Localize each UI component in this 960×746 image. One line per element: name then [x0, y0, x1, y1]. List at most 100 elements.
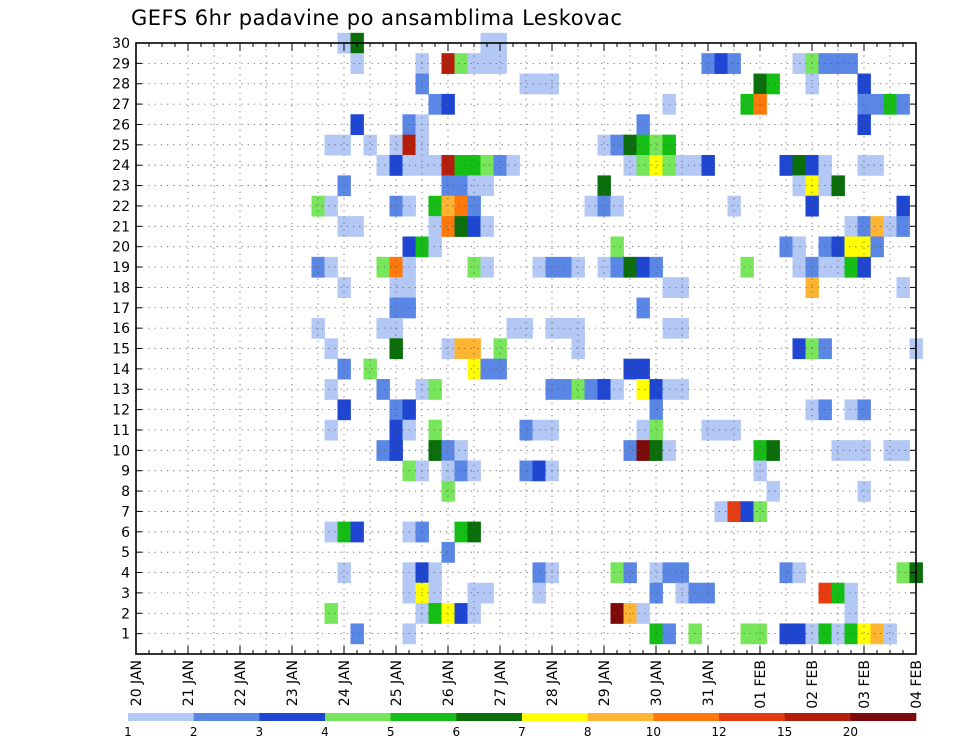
heatmap-cell: [779, 236, 793, 258]
heatmap-cell: [792, 155, 806, 176]
heatmap-cell: [441, 93, 455, 115]
heatmap-cell: [636, 297, 650, 319]
heatmap-cell: [623, 155, 637, 176]
heatmap-cell: [467, 582, 481, 604]
heatmap-cell: [857, 440, 871, 461]
heatmap-cell: [441, 338, 455, 360]
heatmap-cell: [831, 53, 845, 74]
heatmap-cell: [480, 216, 494, 237]
heatmap-cell: [701, 155, 715, 176]
heatmap-cell: [441, 480, 455, 502]
heatmap-cell: [766, 73, 780, 95]
heatmap-cell: [584, 195, 598, 217]
heatmap-cell: [324, 134, 338, 156]
y-tick-label: 23: [112, 179, 130, 195]
heatmap-cell: [324, 195, 338, 217]
heatmap-cell: [740, 93, 754, 115]
colorbar-label: 15: [777, 725, 792, 739]
heatmap-cell: [753, 440, 767, 461]
colorbar-label: 20: [843, 725, 858, 739]
heatmap-cell: [727, 53, 741, 74]
heatmap-cell: [558, 256, 572, 278]
heatmap-cell: [844, 399, 858, 421]
heatmap-cell: [623, 440, 637, 461]
heatmap-cell: [649, 562, 663, 584]
x-tick-label: 02 FEB: [805, 660, 821, 709]
y-tick-label: 18: [112, 280, 130, 296]
heatmap-cell: [584, 379, 598, 400]
heatmap-cell: [610, 562, 624, 584]
heatmap-cell: [857, 155, 871, 176]
colorbar-swatch: [128, 713, 194, 721]
heatmap-cell: [701, 53, 715, 74]
x-tick-label: 28 JAN: [545, 660, 561, 706]
heatmap-cell: [480, 53, 494, 74]
heatmap-cell: [493, 338, 507, 360]
x-tick-label: 20 JAN: [129, 660, 145, 706]
heatmap-cell: [844, 236, 858, 258]
heatmap-cell: [493, 53, 507, 74]
heatmap-cell: [779, 623, 793, 645]
heatmap-cell: [376, 155, 390, 176]
heatmap-cell: [480, 175, 494, 197]
heatmap-cell: [337, 216, 351, 237]
heatmap-cell: [844, 623, 858, 645]
y-tick-label: 20: [112, 240, 130, 256]
heatmap-cell: [558, 317, 572, 339]
heatmap-cell: [714, 501, 728, 523]
heatmap-cell: [792, 175, 806, 197]
colorbar-label: 7: [518, 725, 526, 739]
colorbar-label: 5: [387, 725, 395, 739]
heatmap-cell: [428, 440, 442, 461]
y-tick-label: 30: [112, 36, 130, 52]
y-tick-label: 3: [121, 586, 130, 602]
heatmap-cell: [480, 256, 494, 278]
heatmap-cell: [649, 379, 663, 400]
heatmap-cell: [337, 134, 351, 156]
heatmap-cell: [324, 338, 338, 360]
heatmap-cell: [324, 603, 338, 624]
colorbar-swatch: [719, 713, 785, 721]
y-tick-label: 21: [112, 219, 130, 235]
heatmap-cell: [441, 155, 455, 176]
colorbar-label: 2: [190, 725, 198, 739]
heatmap-cell: [636, 440, 650, 461]
heatmap-cell: [337, 562, 351, 584]
heatmap-cell: [558, 379, 572, 400]
heatmap-cell: [649, 582, 663, 604]
heatmap-cell: [389, 338, 403, 360]
heatmap-cell: [870, 155, 884, 176]
x-tick-label: 23 JAN: [285, 660, 301, 706]
heatmap-cell: [792, 338, 806, 360]
heatmap-cell: [649, 419, 663, 441]
heatmap-cell: [831, 440, 845, 461]
heatmap-cell: [610, 379, 624, 400]
colorbar-swatch: [653, 713, 720, 721]
heatmap-cell: [779, 562, 793, 584]
heatmap-cell: [740, 256, 754, 278]
heatmap-cell: [467, 195, 481, 217]
heatmap-cell: [740, 623, 754, 645]
heatmap-cell: [870, 623, 884, 645]
heatmap-cell: [792, 53, 806, 74]
heatmap-cell: [844, 440, 858, 461]
heatmap-cell: [324, 521, 338, 543]
heatmap-cell: [649, 440, 663, 461]
colorbar-label: 6: [453, 725, 461, 739]
heatmap-cell: [610, 195, 624, 217]
y-tick-label: 7: [121, 504, 130, 520]
y-tick-label: 25: [112, 138, 130, 154]
heatmap-cell: [883, 623, 897, 645]
heatmap-cell: [324, 256, 338, 278]
heatmap-cell: [467, 155, 481, 176]
heatmap-cell: [896, 277, 910, 298]
heatmap-cell: [766, 440, 780, 461]
heatmap-cell: [480, 582, 494, 604]
heatmap-cell: [350, 216, 364, 237]
heatmap-cell: [441, 195, 455, 217]
heatmap-cell: [792, 562, 806, 584]
x-tick-label: 22 JAN: [233, 660, 249, 706]
heatmap-cell: [857, 216, 871, 237]
